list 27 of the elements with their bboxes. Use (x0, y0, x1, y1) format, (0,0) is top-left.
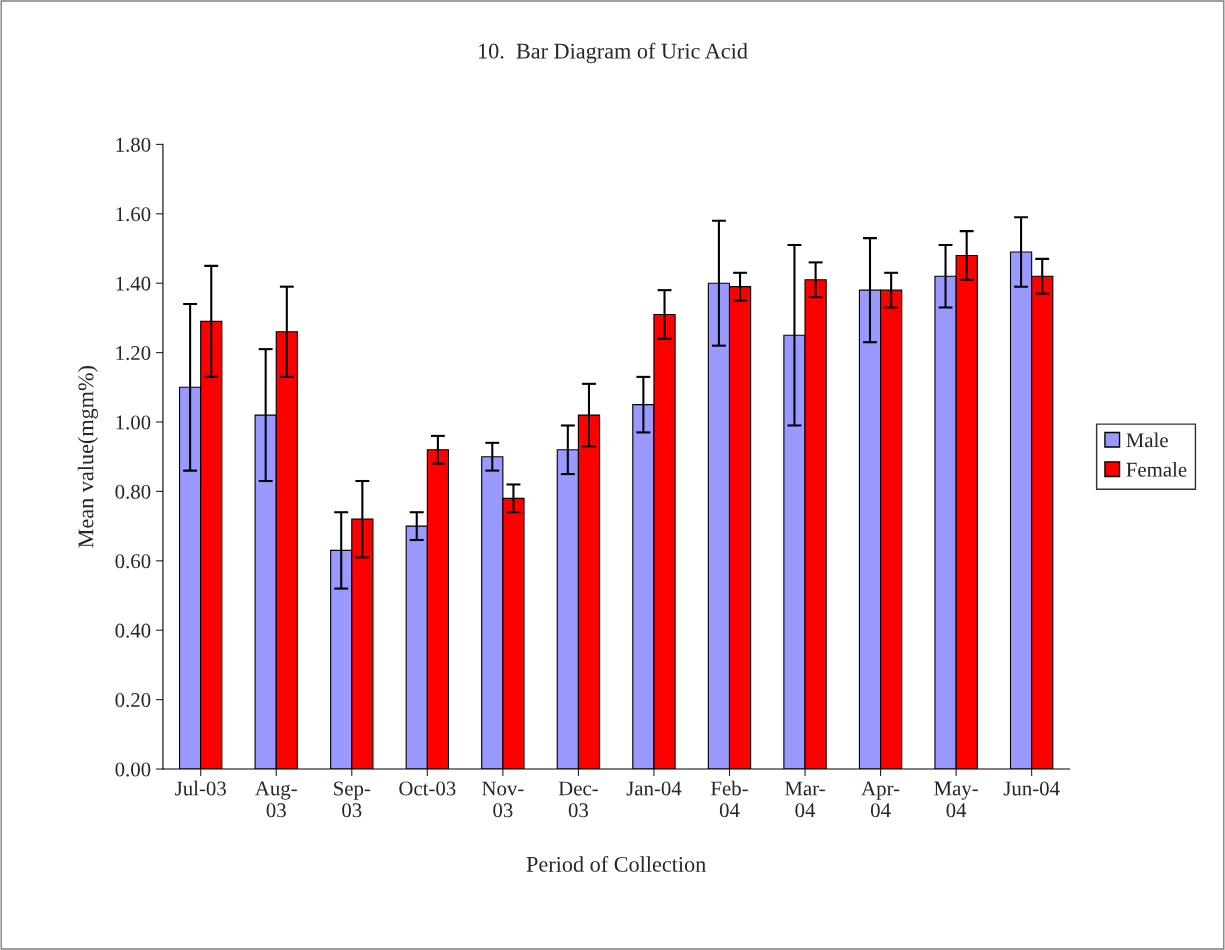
x-axis-title: Period of Collection (526, 856, 706, 872)
x-tick-label: Feb- 04 (710, 780, 748, 818)
y-tick-label: 0.60 (115, 554, 151, 569)
x-tick-label: Oct-03 (399, 781, 456, 796)
y-tick-label: 1.00 (116, 415, 151, 430)
x-tick-label: Jul-03 (175, 780, 226, 796)
y-tick-label: 1.80 (116, 137, 151, 152)
x-tick-label: Jan-04 (626, 781, 682, 796)
x-tick-label: Mar- 04 (785, 781, 825, 818)
y-tick-label: 0.20 (115, 693, 151, 708)
x-tick-label: Aug- 03 (255, 781, 297, 818)
x-tick-label: Jun-04 (1003, 781, 1060, 796)
x-tick-label: May- 04 (934, 781, 978, 818)
y-tick-label: 1.40 (116, 276, 151, 291)
legend-label: Male (1126, 432, 1168, 448)
y-tick-label: 0.00 (115, 762, 151, 777)
y-tick-label: 1.60 (116, 207, 151, 222)
y-tick-label: 1.20 (116, 345, 151, 361)
legend-label: Female (1126, 462, 1187, 477)
x-tick-label: Nov- 03 (482, 781, 524, 818)
x-tick-label: Sep- 03 (334, 781, 371, 818)
x-tick-label: Apr- 04 (861, 781, 900, 818)
x-tick-label: Dec- 03 (558, 781, 598, 818)
y-tick-label: 0.40 (115, 623, 151, 638)
y-axis-title: Mean value(mgm%) (77, 366, 98, 548)
chart-title: 10. Bar Diagram of Uric Acid (479, 42, 748, 64)
y-tick-label: 0.80 (115, 484, 151, 499)
